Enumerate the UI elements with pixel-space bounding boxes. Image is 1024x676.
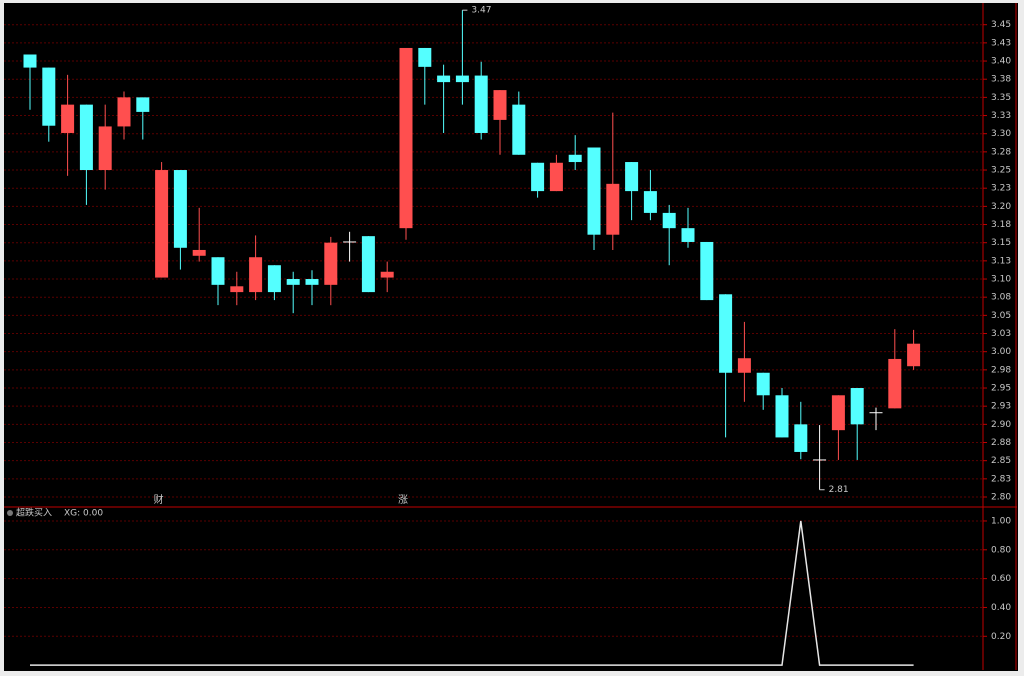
- event-marker: 财: [154, 493, 164, 506]
- candle-body: [192, 249, 206, 256]
- y-tick-label: 2.83: [991, 474, 1011, 484]
- y-tick-label: 0.80: [991, 545, 1011, 555]
- candle-body: [493, 90, 507, 120]
- candle-body: [587, 147, 601, 235]
- y-tick-label: 0.40: [991, 603, 1011, 613]
- y-tick-label: 3.15: [991, 238, 1011, 248]
- y-tick-label: 2.80: [991, 493, 1011, 503]
- candle-body: [23, 54, 37, 68]
- candle-body: [399, 47, 413, 229]
- y-tick-label: 3.03: [991, 329, 1011, 339]
- indicator-icon[interactable]: [7, 510, 13, 516]
- candle-body: [286, 279, 300, 285]
- y-tick-label: 3.23: [991, 184, 1011, 194]
- candle-body: [98, 126, 112, 171]
- candle-body: [719, 294, 733, 373]
- y-tick-label: 3.45: [991, 20, 1011, 30]
- candle-body: [361, 236, 375, 293]
- candle-body: [324, 242, 338, 285]
- y-tick-label: 3.30: [991, 129, 1011, 139]
- low-label: 2.81: [829, 485, 849, 495]
- candle-body: [568, 154, 582, 163]
- candle-body: [681, 228, 695, 242]
- y-tick-label: 3.13: [991, 256, 1011, 266]
- candle-body: [230, 286, 244, 293]
- candle-body: [831, 395, 845, 431]
- candle-body: [42, 67, 56, 126]
- candle-body: [61, 104, 75, 133]
- candle-body: [455, 75, 469, 83]
- y-tick-label: 3.18: [991, 220, 1011, 230]
- y-tick-label: 3.10: [991, 275, 1011, 285]
- y-tick-label: 3.08: [991, 293, 1011, 303]
- candle-body: [549, 162, 563, 192]
- candle-body: [512, 104, 526, 155]
- y-tick-label: 0.60: [991, 574, 1011, 584]
- candle-body: [267, 265, 281, 293]
- y-tick-label: 2.90: [991, 420, 1011, 430]
- y-tick-label: 3.25: [991, 166, 1011, 176]
- y-tick-label: 2.98: [991, 365, 1011, 375]
- candle-body: [79, 104, 93, 171]
- candle-body: [474, 75, 488, 133]
- candle-body: [380, 271, 394, 278]
- candle-body: [305, 279, 319, 285]
- candle-body: [437, 75, 451, 83]
- y-tick-label: 3.28: [991, 147, 1011, 157]
- y-tick-label: 3.33: [991, 111, 1011, 121]
- y-tick-label: 2.88: [991, 438, 1011, 448]
- candle-body: [418, 47, 432, 67]
- y-tick-label: 2.93: [991, 402, 1011, 412]
- candle-body: [775, 395, 789, 438]
- candle-body: [249, 257, 263, 293]
- y-tick-label: 3.40: [991, 57, 1011, 67]
- candle-body: [794, 424, 808, 452]
- high-label: 3.47: [471, 6, 491, 16]
- candle-body: [531, 162, 545, 192]
- candle-body: [643, 191, 657, 213]
- y-tick-label: 3.00: [991, 347, 1011, 357]
- candle-body: [888, 358, 902, 409]
- indicator-legend: XG: 0.00: [64, 509, 103, 519]
- candle-body: [625, 162, 639, 192]
- indicator-title: 超跌买入: [16, 507, 52, 519]
- candle-body: [756, 372, 770, 396]
- candle-body: [606, 183, 620, 235]
- candle-body: [136, 97, 150, 112]
- y-tick-label: 3.05: [991, 311, 1011, 321]
- candle-body: [173, 170, 187, 248]
- y-tick-label: 2.95: [991, 384, 1011, 394]
- y-tick-label: 0.20: [991, 632, 1011, 642]
- y-tick-label: 3.43: [991, 38, 1011, 48]
- candle-body: [662, 212, 676, 229]
- candle-body: [155, 170, 169, 278]
- event-marker: 涨: [398, 494, 408, 506]
- y-tick-label: 3.38: [991, 75, 1011, 85]
- y-tick-label: 3.35: [991, 93, 1011, 103]
- y-tick-label: 2.85: [991, 456, 1011, 466]
- y-tick-label: 1.00: [991, 516, 1011, 526]
- candle-body: [117, 97, 131, 127]
- indicator-line: [30, 520, 914, 666]
- candle-body: [737, 358, 751, 373]
- candle-body: [907, 343, 921, 367]
- candle-body: [700, 241, 714, 301]
- candle-body: [211, 257, 225, 285]
- candle-body: [850, 388, 864, 425]
- chart-background: [4, 3, 1018, 671]
- y-tick-label: 3.20: [991, 202, 1011, 212]
